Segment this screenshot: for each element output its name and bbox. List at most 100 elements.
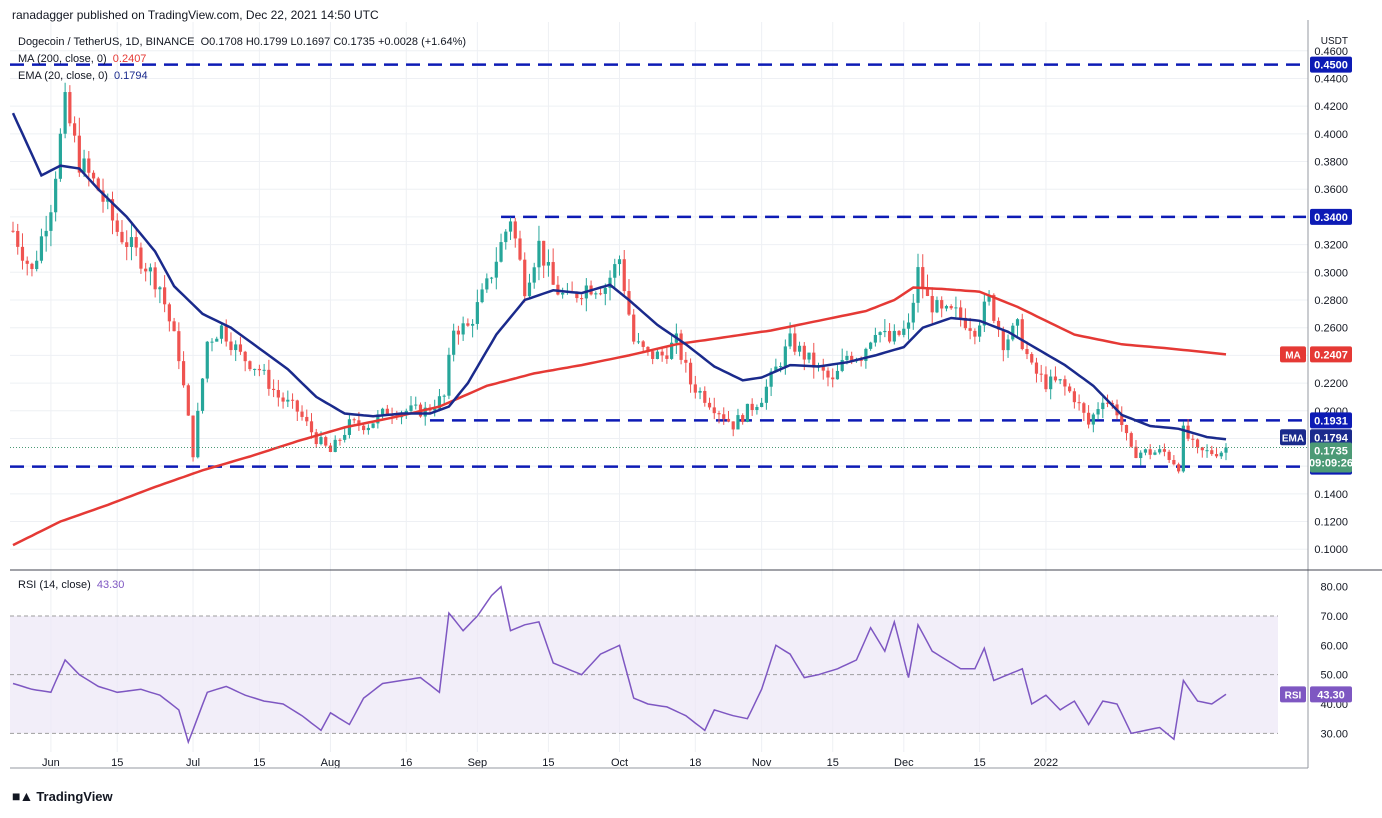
candle-body [1210, 450, 1214, 455]
candle-body [949, 306, 953, 309]
candle-body [276, 390, 280, 398]
candle-body [575, 292, 579, 299]
ma-price-tag-label: 0.2407 [1314, 349, 1348, 361]
candle-body [504, 231, 508, 243]
candle-body [371, 423, 375, 428]
level-tag [1310, 412, 1352, 429]
candle-body [30, 263, 34, 270]
x-tick-label: 18 [689, 757, 701, 769]
candle-body [518, 238, 522, 260]
candle-body [750, 403, 754, 411]
tradingview-logo-icon: ■▲ [12, 788, 33, 804]
candle-body [992, 294, 996, 321]
candle-body [944, 306, 949, 309]
candle-body [475, 302, 479, 324]
candle-body [527, 282, 532, 297]
candle-body [688, 362, 693, 385]
candle-body [646, 346, 650, 352]
candle-body [1191, 438, 1195, 440]
x-tick-label: 15 [827, 757, 839, 769]
series-name-tag-label: EMA [1282, 433, 1304, 444]
candle-body [77, 135, 81, 173]
candle-body [54, 178, 58, 213]
candle-body [68, 92, 72, 124]
candle-body [238, 344, 243, 352]
candle-body [632, 314, 636, 342]
candle-body [1105, 402, 1110, 404]
candle-body [257, 368, 261, 371]
level-tag [1310, 56, 1352, 73]
candle-body [49, 212, 53, 231]
x-tick-label: Jul [186, 757, 200, 769]
candle-body [324, 437, 328, 446]
candle-body [357, 420, 361, 426]
candle-body [456, 330, 460, 335]
candle-body [343, 434, 347, 440]
candle-body [1120, 415, 1124, 426]
candle-body [755, 406, 759, 411]
rsi-tick-label: 80.00 [1320, 582, 1348, 594]
candle-body [954, 307, 958, 309]
candle-body [106, 199, 110, 202]
candle-body [840, 359, 844, 371]
candle-body [1034, 362, 1039, 374]
candle-body [120, 231, 124, 243]
candle-body [982, 301, 986, 326]
candle-body [670, 342, 674, 359]
candle-body [537, 240, 541, 268]
candle-body [1096, 409, 1100, 415]
x-tick-label: Nov [752, 757, 772, 769]
candle-body [1214, 454, 1219, 457]
candle-body [305, 416, 309, 422]
candle-body [869, 342, 873, 349]
rsi-value-tag-label: 43.30 [1317, 689, 1345, 701]
candle-body [385, 408, 389, 415]
candle-body [722, 414, 726, 419]
candle-body [1139, 452, 1143, 459]
candle-body [513, 221, 517, 239]
candle-body [745, 403, 750, 422]
candle-body [96, 178, 100, 191]
candle-body [172, 321, 176, 332]
candle-body [797, 345, 802, 352]
y-tick-label: 0.2600 [1314, 323, 1348, 335]
footer-brand[interactable]: ■▲ TradingView [12, 788, 113, 804]
candle-body [1030, 354, 1034, 363]
candle-body [812, 352, 816, 368]
candle-body [186, 385, 190, 416]
y-tick-label: 0.3600 [1314, 184, 1348, 196]
candle-body [1063, 379, 1067, 387]
y-tick-label: 0.2800 [1314, 295, 1348, 307]
candle-body [679, 333, 683, 360]
candle-body [930, 296, 934, 313]
ma200-line [12, 286, 1227, 547]
candle-body [598, 293, 603, 295]
x-tick-label: 15 [111, 757, 123, 769]
candle-body [736, 415, 740, 430]
candle-body [835, 370, 840, 380]
candle-body [1072, 391, 1076, 403]
x-tick-label: Sep [468, 757, 488, 769]
x-tick-label: Oct [611, 757, 628, 769]
candle-body [243, 351, 247, 362]
indicator-lines [10, 112, 1308, 745]
candle-body [319, 437, 323, 445]
candle-body [494, 261, 498, 278]
currency-label: USDT [1321, 36, 1348, 47]
candle-body [125, 242, 129, 247]
candle-body [546, 262, 551, 266]
candle-body [1177, 464, 1181, 472]
candle-body [452, 330, 456, 355]
candle-body [1091, 414, 1095, 425]
y-tick-label: 0.4400 [1314, 73, 1348, 85]
candle-body [693, 384, 697, 393]
series-name-tag-label: RSI [1285, 690, 1302, 701]
candle-body [333, 439, 337, 452]
candle-body [338, 439, 342, 441]
candle-body [39, 236, 44, 261]
series-name-tag [1280, 686, 1306, 703]
candle-body [404, 410, 408, 413]
candle-body [906, 322, 911, 329]
candle-body [380, 408, 385, 415]
